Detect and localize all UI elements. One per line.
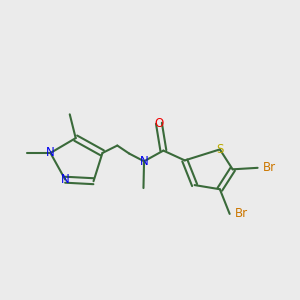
Text: N: N: [61, 173, 70, 186]
Text: N: N: [140, 155, 148, 168]
Text: O: O: [154, 117, 164, 130]
Text: Br: Br: [263, 161, 276, 174]
Text: Br: Br: [235, 207, 248, 220]
Text: S: S: [216, 143, 224, 156]
Text: N: N: [46, 146, 55, 160]
